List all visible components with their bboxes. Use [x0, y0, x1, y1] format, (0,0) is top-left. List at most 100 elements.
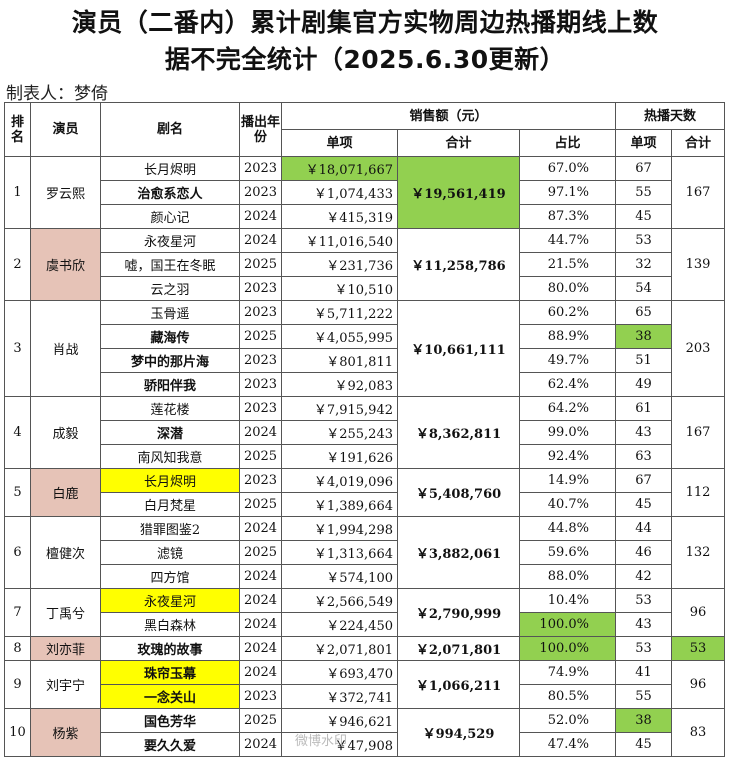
year-cell: 2023 — [239, 372, 282, 397]
actor-cell: 刘亦菲 — [30, 636, 101, 661]
drama-cell: 莲花楼 — [100, 396, 240, 421]
sales-total-cell: ￥10,661,111 — [397, 300, 520, 397]
days-cell: 42 — [615, 564, 672, 589]
year-cell: 2024 — [239, 204, 282, 229]
days-cell: 46 — [615, 540, 672, 565]
header-share: 占比 — [519, 129, 616, 157]
sales-cell: ￥7,915,942 — [281, 396, 398, 421]
table-row: 6 檀健次 猎罪图鉴2 2024 ￥1,994,298 ￥3,882,061 44.8% 44… — [4, 516, 725, 589]
days-cell: 65 — [615, 300, 672, 325]
rank-cell: 8 — [4, 636, 31, 661]
sales-cell: ￥10,510 — [281, 276, 398, 301]
days-cell: 55 — [615, 684, 672, 709]
rank-cell: 5 — [4, 468, 31, 517]
table-row: 黑白森林 2024 ￥224,450 100.0% 43 — [5, 612, 725, 637]
sales-cell: ￥92,083 — [281, 372, 398, 397]
share-cell: 99.0% — [519, 420, 616, 445]
drama-cell: 嘘，国王在冬眠 — [100, 252, 240, 277]
sales-cell: ￥415,319 — [281, 204, 398, 229]
days-cell: 54 — [615, 276, 672, 301]
sales-cell: ￥18,071,667 — [281, 156, 398, 181]
table-row: 白月梵星 2025 ￥1,389,664 40.7% 45 — [5, 492, 725, 517]
year-cell: 2024 — [239, 612, 282, 637]
days-cell: 53 — [615, 588, 672, 613]
days-cell: 61 — [615, 396, 672, 421]
sales-cell: ￥946,621 — [281, 708, 398, 733]
drama-cell: 南风知我意 — [100, 444, 240, 469]
days-total-cell: 96 — [671, 588, 725, 637]
sales-total-cell: ￥11,258,786 — [397, 228, 520, 301]
days-total-cell: 203 — [671, 300, 725, 397]
sales-cell: ￥224,450 — [281, 612, 398, 637]
share-cell: 10.4% — [519, 588, 616, 613]
table-row: 骄阳伴我 2023 ￥92,083 62.4% 49 — [5, 372, 725, 397]
table-row: 滤镜 2025 ￥1,313,664 59.6% 46 — [5, 540, 725, 565]
days-total-cell: 139 — [671, 228, 725, 301]
header-sales: 销售额（元） — [281, 102, 616, 130]
drama-cell: 玉骨遥 — [100, 300, 240, 325]
header-days-single: 单项 — [615, 129, 672, 157]
rank-cell: 7 — [4, 588, 31, 637]
sales-total-cell: ￥5,408,760 — [397, 468, 520, 517]
share-cell: 100.0% — [519, 612, 616, 637]
rank-cell: 4 — [4, 396, 31, 469]
sales-cell: ￥1,313,664 — [281, 540, 398, 565]
days-total-cell: 53 — [671, 636, 725, 661]
days-cell: 53 — [615, 636, 672, 661]
actor-cell: 檀健次 — [30, 516, 101, 589]
days-cell: 43 — [615, 420, 672, 445]
year-cell: 2024 — [239, 660, 282, 685]
drama-cell: 黑白森林 — [100, 612, 240, 637]
year-cell: 2023 — [239, 180, 282, 205]
sales-cell: ￥2,071,801 — [281, 636, 398, 661]
drama-cell: 滤镜 — [100, 540, 240, 565]
drama-cell: 玫瑰的故事 — [100, 636, 240, 661]
header-sales-single: 单项 — [281, 129, 398, 157]
actor-cell: 白鹿 — [30, 468, 101, 517]
drama-cell: 珠帘玉幕 — [100, 660, 240, 685]
share-cell: 80.0% — [519, 276, 616, 301]
year-cell: 2025 — [239, 492, 282, 517]
drama-cell: 颜心记 — [100, 204, 240, 229]
year-cell: 2023 — [239, 276, 282, 301]
drama-cell: 永夜星河 — [100, 228, 240, 253]
year-cell: 2025 — [239, 252, 282, 277]
days-cell: 44 — [615, 516, 672, 541]
sales-cell: ￥801,811 — [281, 348, 398, 373]
sales-cell: ￥372,741 — [281, 684, 398, 709]
share-cell: 21.5% — [519, 252, 616, 277]
share-cell: 88.0% — [519, 564, 616, 589]
sales-total-cell: ￥8,362,811 — [397, 396, 520, 469]
year-cell: 2025 — [239, 540, 282, 565]
rank-cell: 2 — [4, 228, 31, 301]
year-cell: 2024 — [239, 588, 282, 613]
year-cell: 2024 — [239, 516, 282, 541]
sales-cell: ￥5,711,222 — [281, 300, 398, 325]
table-row: 9 刘宇宁 珠帘玉幕 2024 ￥693,470 ￥1,066,211 74.9% 41 96 — [4, 660, 725, 709]
days-cell: 53 — [615, 228, 672, 253]
page-title: 演员（二番内）累计剧集官方实物周边热播期线上数 据不完全统计（2025.6.30… — [0, 4, 730, 78]
days-cell: 41 — [615, 660, 672, 685]
table-row: 8 刘亦菲 玫瑰的故事 2024 ￥2,071,801 ￥2,071,801 100.0% 5… — [4, 636, 725, 661]
table-row: 10 杨紫 国色芳华 2025 ￥946,621 ￥994,529 52.0% 38 83 — [4, 708, 725, 757]
table-row: 7 丁禹兮 永夜星河 2024 ￥2,566,549 ￥2,790,999 10.4% 53 9… — [4, 588, 725, 637]
sales-cell: ￥693,470 — [281, 660, 398, 685]
days-cell: 45 — [615, 492, 672, 517]
drama-cell: 永夜星河 — [100, 588, 240, 613]
rank-cell: 6 — [4, 516, 31, 589]
year-cell: 2023 — [239, 156, 282, 181]
year-cell: 2024 — [239, 732, 282, 757]
table-body: 1 罗云熙 长月烬明 2023 ￥18,071,667 ￥19,561,419 67.0% 6… — [4, 156, 725, 757]
drama-cell: 要久久爱 — [100, 732, 240, 757]
share-cell: 74.9% — [519, 660, 616, 685]
actor-cell: 丁禹兮 — [30, 588, 101, 637]
table-row: 治愈系恋人 2023 ￥1,074,433 97.1% 55 — [5, 180, 725, 205]
sales-total-cell: ￥994,529 — [397, 708, 520, 757]
rank-cell: 3 — [4, 300, 31, 397]
table-row: 梦中的那片海 2023 ￥801,811 49.7% 51 — [5, 348, 725, 373]
table-row: 云之羽 2023 ￥10,510 80.0% 54 — [5, 276, 725, 301]
drama-cell: 长月烬明 — [100, 468, 240, 493]
year-cell: 2024 — [239, 564, 282, 589]
sales-cell: ￥1,389,664 — [281, 492, 398, 517]
year-cell: 2023 — [239, 468, 282, 493]
